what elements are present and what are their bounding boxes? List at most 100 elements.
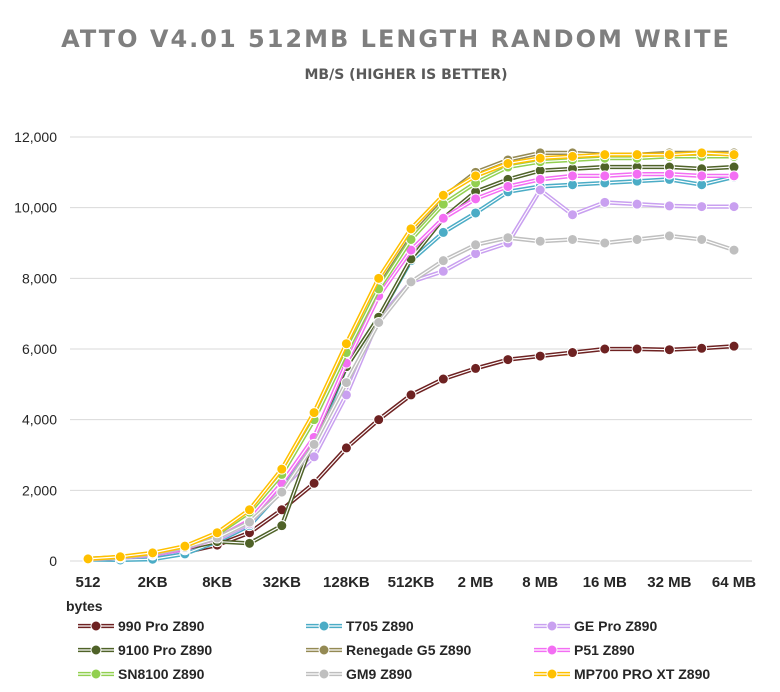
data-point xyxy=(728,149,740,161)
legend-marker xyxy=(546,644,558,656)
data-point xyxy=(147,547,159,559)
series-1 xyxy=(82,340,740,566)
data-point xyxy=(437,226,449,238)
data-point xyxy=(567,209,578,221)
data-point xyxy=(534,350,546,362)
y-tick-label: 4,000 xyxy=(22,412,57,428)
legend-label: T705 Z890 xyxy=(346,618,414,634)
data-point xyxy=(696,233,708,245)
legend-marker xyxy=(318,644,330,656)
data-point xyxy=(470,193,482,205)
legend-marker xyxy=(546,668,558,680)
data-point xyxy=(470,239,482,251)
legend-marker xyxy=(318,668,330,680)
data-point xyxy=(470,207,482,219)
data-point xyxy=(244,516,255,528)
data-point xyxy=(567,233,578,245)
y-axis-ticks: 0 2,000 4,000 6,000 8,000 10,000 12,000 xyxy=(14,129,57,569)
x-tick-label: 2 MB xyxy=(458,574,494,591)
data-point xyxy=(663,344,675,356)
data-point xyxy=(244,504,255,516)
data-point xyxy=(340,377,352,389)
legend-label: 990 Pro Z890 xyxy=(118,618,205,634)
x-tick-label: 64 MB xyxy=(712,574,756,591)
legend-marker xyxy=(318,620,330,632)
series-line-inner xyxy=(87,345,735,561)
data-point xyxy=(211,527,223,539)
series-4 xyxy=(82,161,740,565)
data-point xyxy=(728,244,740,256)
data-point xyxy=(567,150,578,162)
data-point xyxy=(696,147,708,159)
legend-marker xyxy=(90,620,102,632)
legend-marker xyxy=(90,668,102,680)
data-point xyxy=(437,255,449,267)
data-point xyxy=(631,343,643,355)
data-point xyxy=(502,354,514,366)
data-point xyxy=(663,149,675,161)
x-tick-label: 32KB xyxy=(263,574,302,591)
data-point xyxy=(276,486,288,498)
series-9 xyxy=(82,147,740,565)
data-point xyxy=(308,438,320,450)
data-point xyxy=(114,551,126,563)
chart-subtitle: MB/S (HIGHER IS BETTER) xyxy=(305,67,508,83)
data-point xyxy=(631,168,643,180)
data-point xyxy=(437,373,449,385)
data-point xyxy=(599,170,611,182)
legend-item: MP700 PRO XT Z890 xyxy=(534,666,710,682)
data-point xyxy=(308,407,320,419)
data-point xyxy=(728,340,740,352)
data-point xyxy=(373,272,385,284)
x-tick-label: 512KB xyxy=(388,574,435,591)
legend-item: 990 Pro Z890 xyxy=(78,618,205,634)
x-tick-label: 8 MB xyxy=(522,574,558,591)
x-tick-label: 128KB xyxy=(323,574,370,591)
data-point xyxy=(567,347,578,359)
data-point xyxy=(567,170,578,182)
x-axis-ticks: 512 2KB 8KB 32KB 128KB 512KB 2 MB 8 MB 16 MB 32 M… xyxy=(75,574,756,591)
legend-label: MP700 PRO XT Z890 xyxy=(574,666,710,682)
legend-item: GE Pro Z890 xyxy=(534,618,657,634)
legend-marker xyxy=(546,620,558,632)
legend-label: 9100 Pro Z890 xyxy=(118,642,212,658)
data-point xyxy=(534,235,546,247)
x-tick-label: 32 MB xyxy=(647,574,691,591)
data-point xyxy=(696,342,708,354)
data-point xyxy=(728,201,740,213)
legend-item: Renegade G5 Z890 xyxy=(306,642,471,658)
data-point xyxy=(340,338,352,350)
series-7 xyxy=(82,150,740,565)
data-point xyxy=(631,233,643,245)
legend-item: GM9 Z890 xyxy=(306,666,412,682)
data-point xyxy=(534,152,546,164)
data-point xyxy=(373,317,385,328)
series-line-outer xyxy=(87,344,735,562)
legend-item: 9100 Pro Z890 xyxy=(78,642,212,658)
data-point xyxy=(82,553,94,565)
data-point xyxy=(599,196,611,208)
y-tick-label: 8,000 xyxy=(22,270,57,286)
plot-area xyxy=(82,147,740,566)
y-tick-label: 10,000 xyxy=(14,200,57,216)
y-tick-label: 12,000 xyxy=(14,129,57,145)
series-line-outer xyxy=(87,150,735,561)
data-point xyxy=(599,343,611,355)
data-point xyxy=(696,201,708,213)
data-point xyxy=(244,537,255,549)
data-point xyxy=(470,170,482,182)
data-point xyxy=(276,520,288,532)
data-point xyxy=(631,149,643,161)
data-point xyxy=(276,463,288,475)
y-tick-label: 0 xyxy=(49,553,57,569)
data-point xyxy=(502,232,514,244)
data-point xyxy=(340,442,352,454)
data-point xyxy=(534,184,546,196)
legend-label: SN8100 Z890 xyxy=(118,666,205,682)
data-point xyxy=(534,173,546,185)
legend-label: GM9 Z890 xyxy=(346,666,412,682)
data-point xyxy=(405,223,417,235)
series-line-outer xyxy=(87,150,734,561)
legend-label: Renegade G5 Z890 xyxy=(346,642,471,658)
x-tick-label: 512 xyxy=(75,574,100,591)
